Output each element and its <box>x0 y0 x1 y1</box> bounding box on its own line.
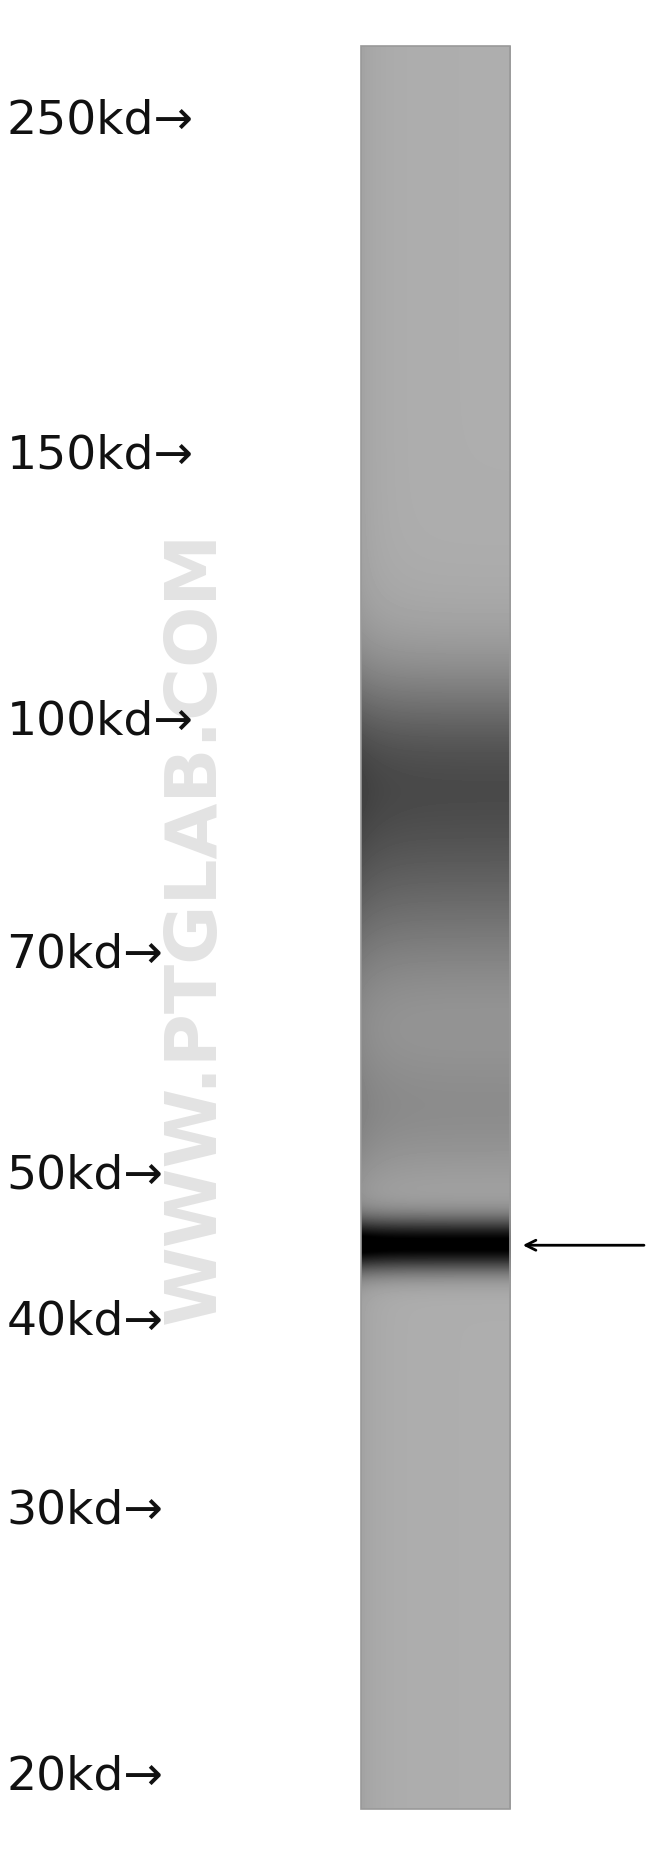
Text: WWW.PTGLAB.COM: WWW.PTGLAB.COM <box>161 531 229 1324</box>
Text: 30kd→: 30kd→ <box>6 1490 164 1534</box>
Text: 150kd→: 150kd→ <box>6 432 194 479</box>
Text: 20kd→: 20kd→ <box>6 1755 164 1799</box>
Text: 40kd→: 40kd→ <box>6 1300 164 1345</box>
Text: 50kd→: 50kd→ <box>6 1154 164 1198</box>
Text: 100kd→: 100kd→ <box>6 699 194 744</box>
Text: 70kd→: 70kd→ <box>6 933 163 978</box>
Bar <box>361 46 510 1809</box>
Text: 250kd→: 250kd→ <box>6 98 194 143</box>
